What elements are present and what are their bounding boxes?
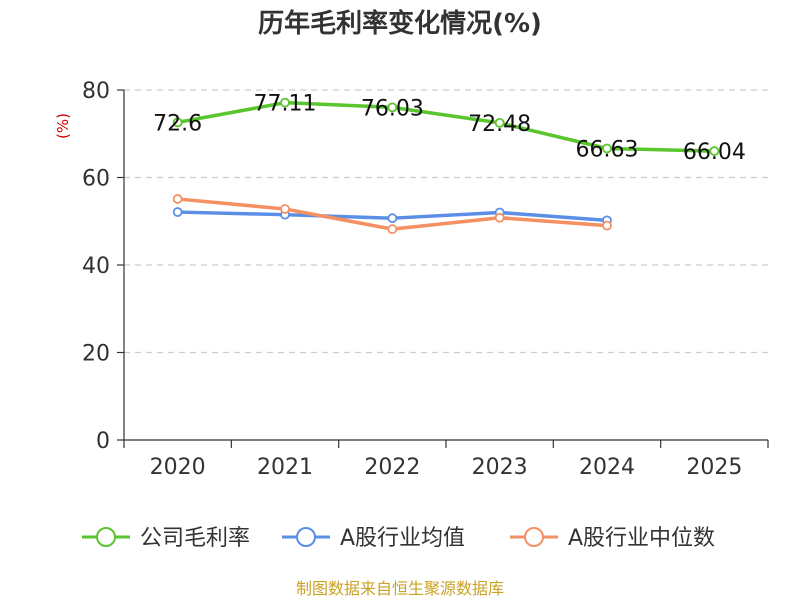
data-point xyxy=(280,204,290,214)
data-point xyxy=(494,212,505,223)
series-line-1 xyxy=(175,100,717,153)
y-tick-label: 0 xyxy=(96,429,110,454)
y-axis-unit-label: (%) xyxy=(54,113,72,139)
data-label: 72.48 xyxy=(468,112,531,137)
y-tick-label: 40 xyxy=(82,254,110,279)
data-label: 72.6 xyxy=(153,111,202,136)
legend-label: A股行业均值 xyxy=(340,526,465,551)
data-point xyxy=(280,97,290,108)
data-point xyxy=(709,146,720,156)
data-labels: 72.6 77.11 76.03 72.48 66.63 66.04 xyxy=(153,92,746,165)
data-point xyxy=(387,224,398,235)
x-tick-label: 2024 xyxy=(579,455,635,480)
y-tick-label: 20 xyxy=(82,342,110,367)
data-label: 66.04 xyxy=(683,140,746,165)
legend-item-1[interactable]: 公司毛利率 xyxy=(82,526,250,551)
legend-item-3[interactable]: A股行业中位数 xyxy=(510,526,715,551)
legend[interactable]: 公司毛利率 A股行业均值 A股行业中位数 xyxy=(82,526,715,551)
data-label: 77.11 xyxy=(254,92,317,117)
chart-title: 历年毛利率变化情况(%) xyxy=(258,8,542,39)
x-tick-label: 2022 xyxy=(364,455,420,480)
legend-marker xyxy=(96,527,116,547)
series-lines xyxy=(172,97,720,235)
data-point xyxy=(494,118,505,128)
data-label: 66.63 xyxy=(576,137,639,162)
y-tick-label: 60 xyxy=(82,167,110,192)
x-tick-label: 2025 xyxy=(686,455,742,480)
legend-label: A股行业中位数 xyxy=(568,526,715,551)
data-source-note: 制图数据来自恒生聚源数据库 xyxy=(296,579,504,598)
data-point xyxy=(602,220,612,231)
data-label: 76.03 xyxy=(361,96,424,121)
legend-item-2[interactable]: A股行业均值 xyxy=(282,526,465,551)
data-point xyxy=(172,117,183,128)
y-tick-label: 80 xyxy=(82,79,110,104)
data-point xyxy=(602,143,612,154)
grid-lines xyxy=(124,89,768,354)
x-tick-label: 2021 xyxy=(257,455,313,480)
x-tick-label: 2023 xyxy=(472,455,528,480)
data-point xyxy=(172,207,183,217)
legend-marker xyxy=(296,527,316,547)
data-point xyxy=(387,213,398,224)
data-point xyxy=(172,194,183,204)
x-tick-label: 2020 xyxy=(150,455,206,480)
axes: 0 20 40 60 80 2020 2021 2022 2023 2024 2025 xyxy=(82,79,769,480)
legend-label: 公司毛利率 xyxy=(140,526,250,551)
legend-marker xyxy=(524,527,544,547)
data-point xyxy=(387,102,398,113)
